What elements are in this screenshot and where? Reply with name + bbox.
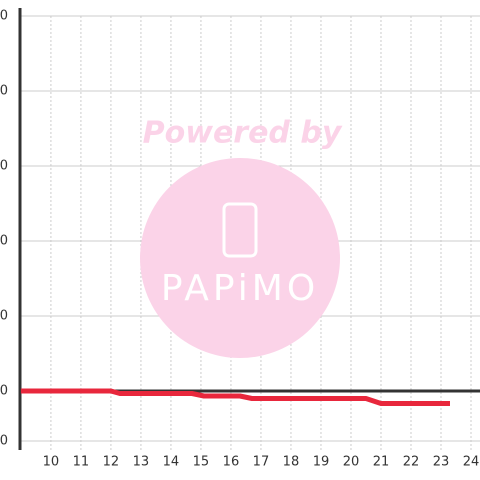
y-tick-label: 0 (0, 384, 8, 399)
x-tick-label: 11 (73, 455, 90, 470)
watermark-phone (222, 202, 258, 258)
x-tick-label: 22 (403, 455, 420, 470)
x-tick-label: 16 (223, 455, 240, 470)
x-tick-label: 23 (433, 455, 450, 470)
x-tick-label: 12 (103, 455, 120, 470)
watermark-circle (140, 158, 340, 358)
y-tick-label: 30,000 (0, 309, 8, 324)
x-tick-label: 15 (193, 455, 210, 470)
x-tick-label: 19 (313, 455, 330, 470)
x-tick-label: 24 (463, 455, 480, 470)
line (20, 388, 450, 406)
y-tick-label: 60,000 (0, 234, 8, 249)
y-tick-label: 150,000 (0, 9, 8, 24)
x-tick-label: 13 (133, 455, 150, 470)
watermark-logo: PAPiMO (161, 268, 319, 309)
x-tick-label: 21 (373, 455, 390, 470)
x-tick-label: 10 (43, 455, 60, 470)
y-tick-label: 90,000 (0, 159, 8, 174)
x-tick-label: 20 (343, 455, 360, 470)
x-tick-label: 14 (163, 455, 180, 470)
y-tick-label: -20,000 (0, 434, 8, 449)
x-tick-label: 17 (253, 455, 270, 470)
x-tick-label: 18 (283, 455, 300, 470)
y-tick-label: 120,000 (0, 84, 8, 99)
watermark-text: Powered by (143, 116, 343, 151)
